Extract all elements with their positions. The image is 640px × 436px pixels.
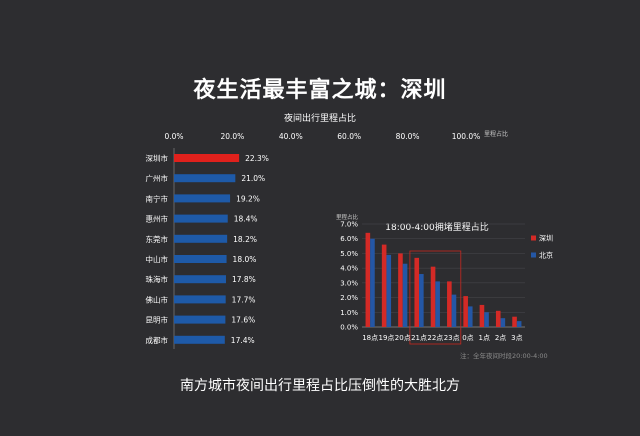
h-value-label: 21.0% — [241, 174, 265, 183]
v-bar-shenzhen — [447, 281, 452, 327]
v-category-label: 2点 — [495, 334, 506, 342]
h-value-label: 17.7% — [232, 295, 256, 304]
h-x-tick-label: 80.0% — [396, 132, 420, 141]
v-bar-beijing — [402, 263, 408, 327]
v-bar-shenzhen — [463, 296, 468, 327]
v-bar-shenzhen — [479, 304, 485, 327]
h-value-label: 18.4% — [234, 215, 258, 224]
v-bar-shenzhen — [495, 310, 501, 327]
v-y-tick-label: 3.0% — [340, 279, 358, 287]
h-value-label: 17.4% — [231, 336, 255, 345]
v-category-label: 19点 — [378, 334, 394, 342]
h-bar — [174, 335, 225, 344]
h-bar — [174, 154, 240, 162]
h-x-tick-label: 0.0% — [164, 132, 183, 141]
h-category-label: 珠海市 — [146, 274, 169, 284]
h-x-tick-label: 100.0% — [452, 132, 481, 141]
h-bar — [174, 255, 227, 263]
h-bar — [174, 295, 226, 304]
v-bar-beijing — [435, 281, 440, 327]
h-value-label: 18.0% — [233, 255, 257, 264]
h-x-tick-label: 20.0% — [220, 132, 244, 141]
v-bar-shenzhen — [365, 232, 371, 327]
h-bar — [174, 174, 236, 183]
h-value-label: 18.2% — [233, 235, 257, 244]
h-bar — [174, 234, 228, 243]
v-category-label: 23点 — [444, 334, 460, 342]
v-bar-beijing — [451, 294, 457, 327]
v-category-label: 20点 — [395, 334, 411, 342]
v-category-label: 21点 — [411, 334, 427, 342]
h-category-label: 佛山市 — [146, 294, 169, 304]
h-bar — [174, 275, 226, 284]
v-y-tick-label: 1.0% — [340, 309, 358, 317]
v-bar-shenzhen — [430, 266, 436, 327]
v-y-tick-label: 2.0% — [340, 294, 358, 302]
congestion-mileage-chart: 18:00-4:00拥堵里程占比 里程占比 0.0% 1.0% 2.0% 3.0% 4.… — [336, 213, 553, 360]
h-category-label: 成都市 — [146, 335, 169, 345]
v-y-tick-label: 5.0% — [340, 250, 358, 258]
v-category-label: 0点 — [462, 334, 473, 342]
h-category-label: 中山市 — [146, 254, 169, 264]
v-y-axis-label: 里程占比 — [336, 213, 359, 221]
v-bar-beijing — [386, 254, 392, 327]
h-category-label: 昆明市 — [146, 315, 169, 325]
v-category-label: 1点 — [479, 334, 490, 342]
h-x-tick-label: 60.0% — [337, 132, 361, 141]
v-bar-beijing — [500, 318, 506, 327]
h-category-label: 广州市 — [146, 173, 169, 183]
v-bar-beijing — [484, 312, 489, 327]
h-category-label: 南宁市 — [146, 193, 169, 203]
h-value-label: 19.2% — [236, 194, 260, 203]
h-bar — [174, 315, 226, 324]
v-bar-beijing — [419, 274, 424, 327]
legend-swatch — [531, 235, 536, 241]
h-value-label: 22.3% — [245, 154, 269, 163]
h-x-tick-label: 40.0% — [279, 132, 303, 141]
v-category-label: 3点 — [511, 334, 522, 342]
legend-label: 深圳 — [539, 234, 553, 243]
v-y-tick-label: 6.0% — [340, 235, 358, 243]
v-y-tick-label: 7.0% — [340, 221, 358, 229]
h-bar — [174, 194, 231, 203]
v-y-tick-label: 4.0% — [340, 265, 358, 273]
v-chart-title: 18:00-4:00拥堵里程占比 — [385, 221, 488, 233]
city-night-travel-chart: 夜间出行里程占比 0.0% 20.0% 40.0% 60.0% 80.0% 100.0% … — [146, 112, 508, 349]
v-bar-shenzhen — [381, 244, 387, 327]
main-title: 夜生活最丰富之城：深圳 — [193, 78, 447, 103]
v-y-tick-label: 0.0% — [340, 324, 358, 332]
h-value-label: 17.6% — [231, 316, 255, 325]
caption: 南方城市夜间出行里程占比压倒性的大胜北方 — [180, 378, 460, 394]
h-bar — [174, 214, 228, 223]
v-bar-shenzhen — [414, 257, 420, 327]
h-chart-title: 夜间出行里程占比 — [284, 112, 356, 124]
h-value-label: 17.8% — [232, 275, 256, 284]
v-category-label: 22点 — [427, 334, 443, 342]
v-category-label: 18点 — [362, 334, 378, 342]
v-bar-beijing — [370, 238, 375, 327]
h-category-label: 东莞市 — [146, 234, 169, 244]
v-bar-shenzhen — [398, 253, 403, 327]
h-category-label: 深圳市 — [146, 153, 169, 163]
v-bar-beijing — [467, 306, 473, 327]
v-bar-shenzhen — [512, 316, 517, 327]
highlight-box — [409, 250, 462, 345]
h-category-label: 惠州市 — [146, 214, 169, 224]
chart-note: 注：全年夜间时段20:00-4:00 — [460, 351, 548, 360]
legend-label: 北京 — [539, 251, 553, 260]
v-bar-beijing — [516, 321, 522, 327]
legend-swatch — [531, 252, 536, 258]
h-x-axis-label: 里程占比 — [484, 130, 508, 138]
